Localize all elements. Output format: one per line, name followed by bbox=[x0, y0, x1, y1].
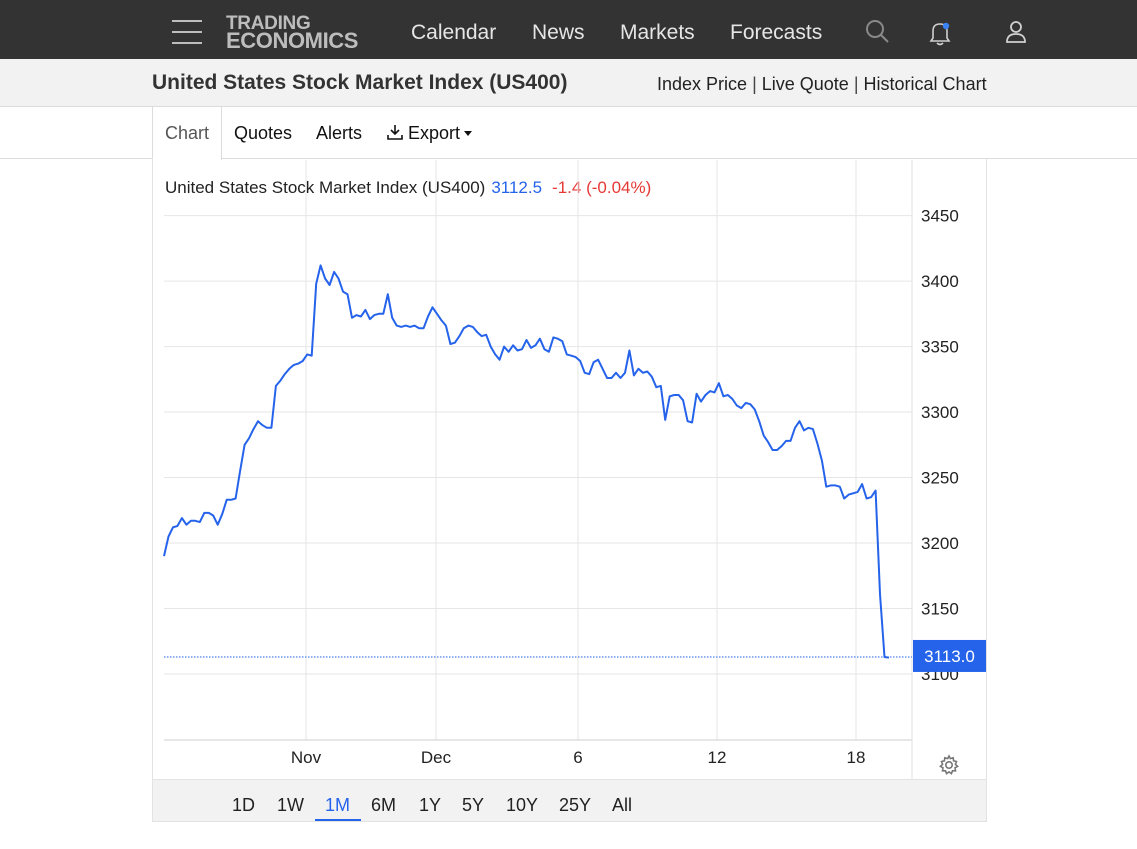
active-range-underline bbox=[315, 819, 361, 821]
chart-panel bbox=[152, 158, 987, 822]
y-tick-label: 3200 bbox=[921, 534, 959, 553]
last-value-label: 3113.0 bbox=[924, 647, 975, 666]
x-tick-label: 6 bbox=[573, 748, 582, 767]
y-tick-label: 3350 bbox=[921, 338, 959, 357]
user-icon[interactable] bbox=[1002, 18, 1030, 46]
gear-icon[interactable] bbox=[937, 753, 961, 777]
page-title: United States Stock Market Index (US400) bbox=[152, 71, 568, 94]
chart-series-name: United States Stock Market Index (US400) bbox=[165, 178, 486, 197]
link-separator: | bbox=[752, 74, 757, 94]
range-selector: 1D 1W 1M 6M 1Y 5Y 10Y 25Y All bbox=[153, 779, 986, 821]
y-tick-label: 3400 bbox=[921, 272, 959, 291]
y-tick-label: 3300 bbox=[921, 403, 959, 422]
series-line bbox=[163, 264, 890, 659]
range-25y[interactable]: 25Y bbox=[559, 795, 592, 815]
range-5y[interactable]: 5Y bbox=[462, 795, 485, 815]
tab-chart[interactable]: Chart bbox=[152, 107, 222, 160]
range-6m[interactable]: 6M bbox=[371, 795, 397, 815]
chevron-down-icon bbox=[464, 131, 473, 136]
range-10y[interactable]: 10Y bbox=[506, 795, 539, 815]
chart-change: -1.4 (-0.04%) bbox=[552, 178, 652, 197]
tab-quotes[interactable]: Quotes bbox=[234, 123, 293, 143]
y-tick-label: 3250 bbox=[921, 469, 959, 488]
logo-line2: ECONOMICS bbox=[226, 28, 359, 53]
last-value-tag bbox=[913, 639, 986, 672]
search-icon[interactable] bbox=[864, 18, 892, 46]
title-links: Index Price | Live Quote | Historical Ch… bbox=[657, 74, 987, 95]
x-tick-label: Nov bbox=[291, 748, 322, 767]
menu-icon[interactable] bbox=[172, 19, 204, 45]
logo[interactable]: TRADING ECONOMICS bbox=[226, 13, 371, 53]
link-separator: | bbox=[853, 74, 859, 94]
nav-forecasts[interactable]: Forecasts bbox=[730, 21, 823, 44]
tabs-row: Chart Quotes Alerts Export bbox=[0, 107, 1137, 160]
range-all[interactable]: All bbox=[612, 795, 633, 815]
x-tick-label: 12 bbox=[708, 748, 727, 767]
link-historical-chart[interactable]: Historical Chart bbox=[863, 74, 987, 94]
nav-markets[interactable]: Markets bbox=[620, 21, 695, 44]
export-label: Export bbox=[408, 123, 461, 143]
chart-header: United States Stock Market Index (US400)… bbox=[165, 178, 651, 198]
range-1w[interactable]: 1W bbox=[277, 795, 304, 815]
nav-news[interactable]: News bbox=[532, 21, 585, 44]
y-tick-label: 3450 bbox=[921, 207, 959, 226]
top-navbar: TRADING ECONOMICS Calendar News Markets … bbox=[0, 0, 1137, 59]
range-1d[interactable]: 1D bbox=[232, 795, 256, 815]
range-1m[interactable]: 1M bbox=[325, 795, 351, 815]
chart-last-price: 3112.5 bbox=[491, 178, 543, 197]
logo-line1: TRADING bbox=[226, 13, 311, 34]
link-index-price[interactable]: Index Price bbox=[657, 74, 748, 94]
title-bar: United States Stock Market Index (US400)… bbox=[0, 59, 1137, 107]
y-tick-label: 3150 bbox=[921, 600, 959, 619]
x-tick-label: 18 bbox=[847, 748, 866, 767]
tab-alerts[interactable]: Alerts bbox=[316, 123, 363, 143]
bell-icon[interactable] bbox=[926, 18, 954, 46]
x-tick-label: Dec bbox=[421, 748, 452, 767]
range-1y[interactable]: 1Y bbox=[419, 795, 442, 815]
nav-calendar[interactable]: Calendar bbox=[411, 21, 497, 44]
link-live-quote[interactable]: Live Quote bbox=[761, 74, 849, 94]
download-icon bbox=[387, 125, 403, 140]
tab-export[interactable]: Export bbox=[386, 107, 473, 159]
